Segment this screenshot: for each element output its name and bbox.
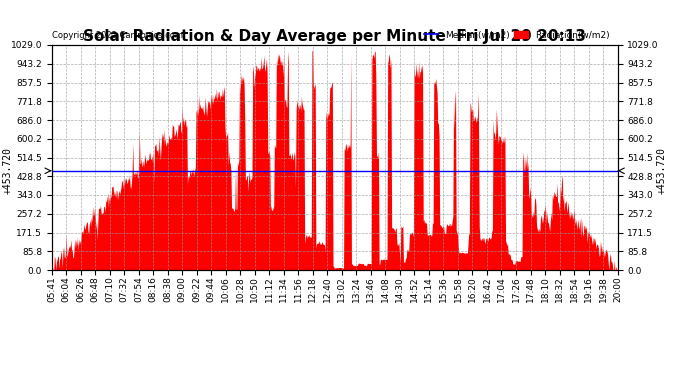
Title: Solar Radiation & Day Average per Minute  Fri Jul 29 20:13: Solar Radiation & Day Average per Minute…: [83, 29, 586, 44]
Text: +453.720: +453.720: [3, 147, 13, 194]
Text: +453.720: +453.720: [656, 147, 667, 194]
Legend: Median(w/m2), Radiation(w/m2): Median(w/m2), Radiation(w/m2): [420, 27, 613, 43]
Text: Copyright 2022 Cartronics.com: Copyright 2022 Cartronics.com: [52, 32, 183, 40]
